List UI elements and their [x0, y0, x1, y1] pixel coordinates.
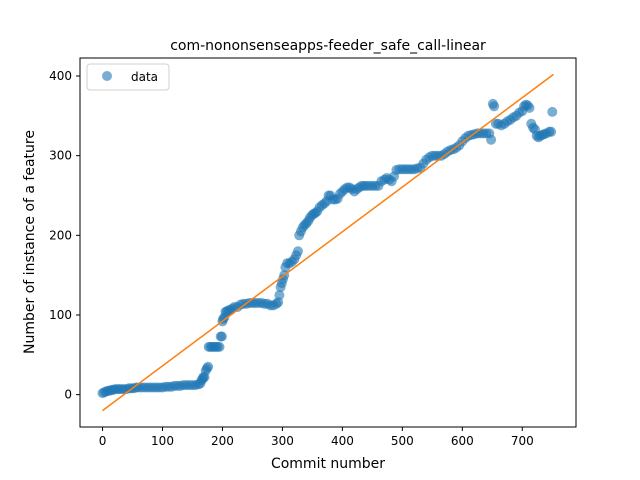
fit-line: [102, 73, 554, 412]
x-tick-label-200: 200: [211, 434, 234, 448]
data-point-165: [486, 134, 497, 145]
data-point-90: [293, 246, 303, 257]
data-point-192: [546, 126, 557, 137]
y-tick-label-300: 300: [49, 149, 72, 163]
axes-frame: [79, 57, 577, 428]
data-point-54: [216, 331, 227, 342]
x-tick-label-700: 700: [511, 434, 534, 448]
x-tick-label-400: 400: [331, 434, 354, 448]
data-point-181: [524, 102, 535, 113]
axis-ticks: 0 100 200 300 400 500 600 700 0 100 200 300 400: [49, 69, 534, 448]
data-point-52: [214, 341, 225, 352]
legend: data: [86, 63, 170, 91]
x-tick-label-100: 100: [151, 434, 174, 448]
legend-box: [86, 63, 170, 91]
y-axis-label: Number of instance of a feature: [22, 130, 38, 354]
legend-marker-data: [102, 71, 112, 81]
data-point-193: [547, 106, 558, 117]
data-point-45: [203, 361, 214, 372]
data-point-79: [274, 290, 285, 301]
y-tick-label-200: 200: [49, 228, 72, 242]
x-tick-label-500: 500: [391, 434, 414, 448]
x-tick-label-300: 300: [271, 434, 294, 448]
plot-area: [97, 73, 558, 412]
x-tick-label-0: 0: [99, 434, 107, 448]
y-tick-label-100: 100: [49, 308, 72, 322]
y-tick-label-0: 0: [64, 388, 72, 402]
x-axis-label: Commit number: [271, 456, 385, 472]
x-tick-label-600: 600: [451, 434, 474, 448]
y-tick-label-400: 400: [49, 69, 72, 83]
chart-title: com-nononsenseapps-feeder_safe_call-line…: [170, 38, 486, 54]
legend-label-data: data: [131, 70, 158, 84]
data-point-167: [489, 101, 500, 112]
